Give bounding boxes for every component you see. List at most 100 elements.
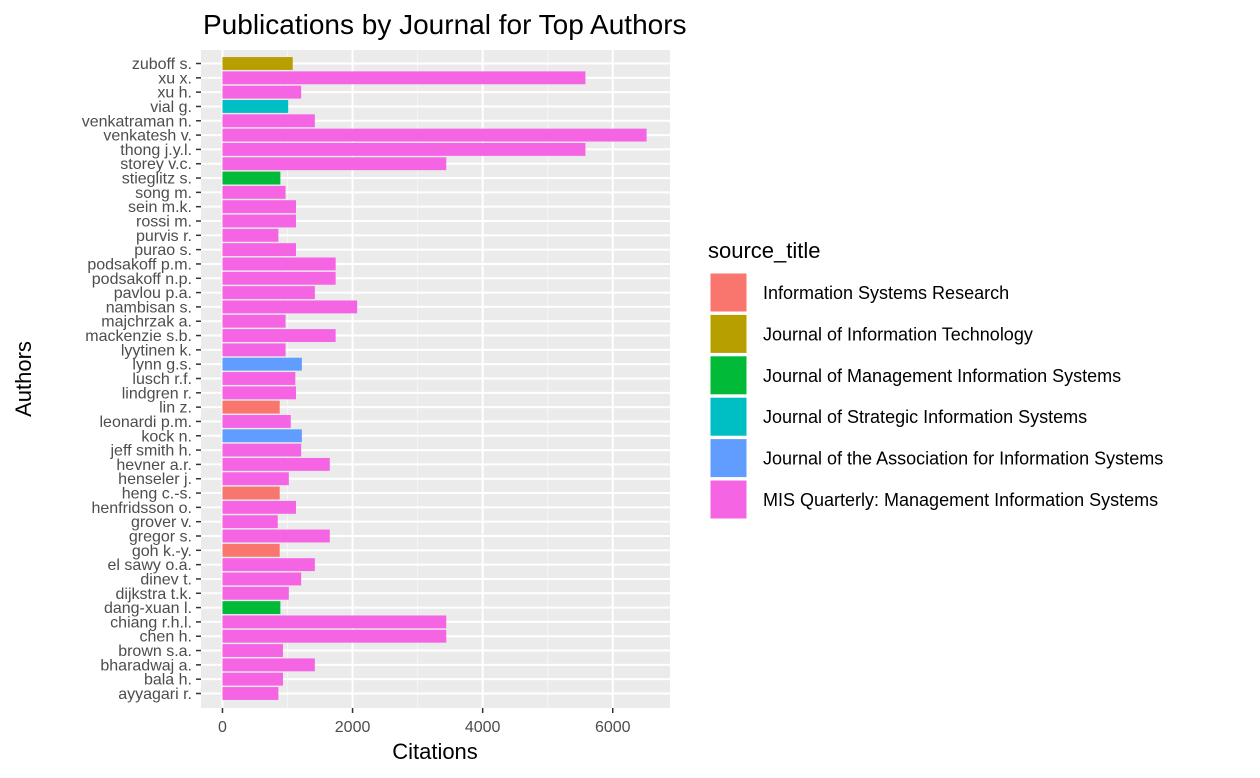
- y-axis-title: Authors: [11, 341, 36, 417]
- x-axis-title: Citations: [392, 739, 478, 764]
- y-tick-label: jeff smith h.: [109, 443, 192, 460]
- chart-title: Publications by Journal for Top Authors: [203, 9, 687, 40]
- legend-key: [709, 479, 748, 520]
- y-axis: zuboff s.xu x.xu h.vial g.venkatraman n.…: [82, 56, 201, 703]
- bars: [222, 57, 647, 700]
- legend-key: [709, 438, 748, 479]
- y-tick-label: henseler j.: [118, 471, 192, 488]
- bar: [222, 615, 447, 629]
- y-tick-label: song m.: [135, 185, 192, 202]
- bar: [222, 142, 586, 156]
- bar: [222, 400, 280, 414]
- y-tick-label: lyytinen k.: [121, 342, 192, 359]
- legend-label: Journal of Management Information System…: [763, 366, 1121, 386]
- bar: [222, 543, 280, 557]
- bar: [222, 314, 286, 328]
- y-tick-label: podsakoff p.m.: [87, 256, 192, 273]
- y-tick-label: dinev t.: [140, 571, 192, 588]
- y-tick-label: vial g.: [150, 99, 192, 116]
- y-tick-label: henfridsson o.: [91, 500, 192, 517]
- bar: [222, 286, 315, 300]
- legend-key: [709, 355, 748, 396]
- bar: [222, 71, 586, 85]
- legend-key: [709, 272, 748, 313]
- legend-label: Journal of Strategic Information Systems: [763, 407, 1087, 427]
- bar: [222, 300, 358, 314]
- bar: [222, 558, 315, 572]
- bar: [222, 644, 283, 657]
- y-tick-label: zuboff s.: [132, 56, 192, 73]
- y-tick-label: dijkstra t.k.: [116, 586, 192, 603]
- legend-items: Information Systems Research Journal of I…: [709, 272, 1163, 520]
- y-tick-label: xu x.: [158, 70, 192, 87]
- bar: [222, 529, 330, 543]
- x-axis: 0 2000 4000 6000: [218, 708, 631, 736]
- y-tick-label: venkatraman n.: [82, 113, 192, 130]
- y-tick-label: lusch r.f.: [132, 371, 192, 388]
- y-tick-label: lin z.: [159, 400, 192, 417]
- y-tick-label: podsakoff n.p.: [92, 271, 192, 288]
- y-tick-label: pavlou p.a.: [114, 285, 192, 302]
- y-tick-label: hevner a.r.: [116, 457, 192, 474]
- y-tick-label: storey v.c.: [120, 156, 192, 173]
- bar: [222, 629, 447, 643]
- legend: source_title Information Systems Researc…: [708, 238, 1163, 520]
- bar: [222, 386, 296, 400]
- y-tick-label: leonardi p.m.: [100, 414, 193, 431]
- bar: [222, 415, 291, 428]
- y-tick-label: lindgren r.: [122, 385, 192, 402]
- legend-label: Information Systems Research: [763, 283, 1009, 303]
- bar: [222, 114, 315, 128]
- y-tick-label: grover v.: [131, 514, 192, 531]
- bar: [222, 171, 281, 185]
- bar: [222, 157, 447, 171]
- legend-title: source_title: [708, 238, 821, 263]
- bar: [222, 200, 296, 214]
- bar: [222, 601, 281, 615]
- bar: [222, 586, 289, 600]
- bar: [222, 128, 647, 142]
- bar: [222, 257, 336, 271]
- bar: [222, 271, 336, 285]
- bar: [222, 486, 280, 500]
- bar: [222, 515, 278, 529]
- bar: [222, 57, 293, 70]
- y-tick-label: xu h.: [157, 85, 192, 102]
- y-tick-label: goh k.-y.: [132, 543, 192, 560]
- legend-label: Journal of Information Technology: [763, 324, 1033, 344]
- legend-label: MIS Quarterly: Management Information Sy…: [763, 490, 1158, 510]
- bar: [222, 100, 289, 113]
- bar: [222, 343, 286, 357]
- x-tick-label: 0: [218, 719, 227, 736]
- bar: [222, 658, 315, 672]
- bar: [222, 185, 286, 199]
- y-tick-label: stieglitz s.: [122, 171, 192, 188]
- y-tick-label: chiang r.h.l.: [110, 614, 192, 631]
- bar: [222, 672, 283, 686]
- y-tick-label: brown s.a.: [118, 643, 192, 660]
- y-tick-label: purao s.: [134, 242, 192, 259]
- bar: [222, 214, 296, 228]
- bar: [222, 329, 336, 342]
- y-tick-label: dang-xuan l.: [104, 600, 192, 617]
- bar: [222, 357, 302, 371]
- y-tick-label: thong j.y.l.: [120, 142, 192, 159]
- bar: [222, 457, 330, 471]
- y-tick-label: bala h.: [144, 672, 192, 689]
- legend-key: [709, 313, 748, 354]
- bar: [222, 243, 296, 257]
- y-tick-label: el sawy o.a.: [108, 557, 192, 574]
- y-tick-label: purvis r.: [136, 228, 192, 245]
- x-tick-label: 2000: [335, 719, 371, 736]
- y-tick-label: majchrzak a.: [101, 314, 192, 331]
- bar: [222, 228, 279, 242]
- bar: [222, 572, 302, 586]
- legend-key: [709, 396, 748, 437]
- bar: [222, 443, 302, 457]
- y-tick-label: nambisan s.: [106, 299, 192, 316]
- y-tick-label: bharadwaj a.: [100, 657, 192, 674]
- x-tick-label: 6000: [595, 719, 631, 736]
- y-tick-label: heng c.-s.: [122, 486, 192, 503]
- y-tick-label: lynn g.s.: [132, 357, 192, 374]
